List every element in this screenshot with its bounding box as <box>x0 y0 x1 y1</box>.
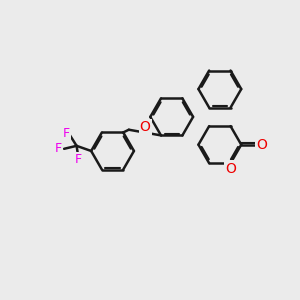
Text: O: O <box>256 138 267 152</box>
Text: O: O <box>225 162 236 176</box>
Text: O: O <box>140 120 151 134</box>
Text: F: F <box>63 128 70 140</box>
Text: F: F <box>75 153 82 166</box>
Text: F: F <box>55 142 62 155</box>
